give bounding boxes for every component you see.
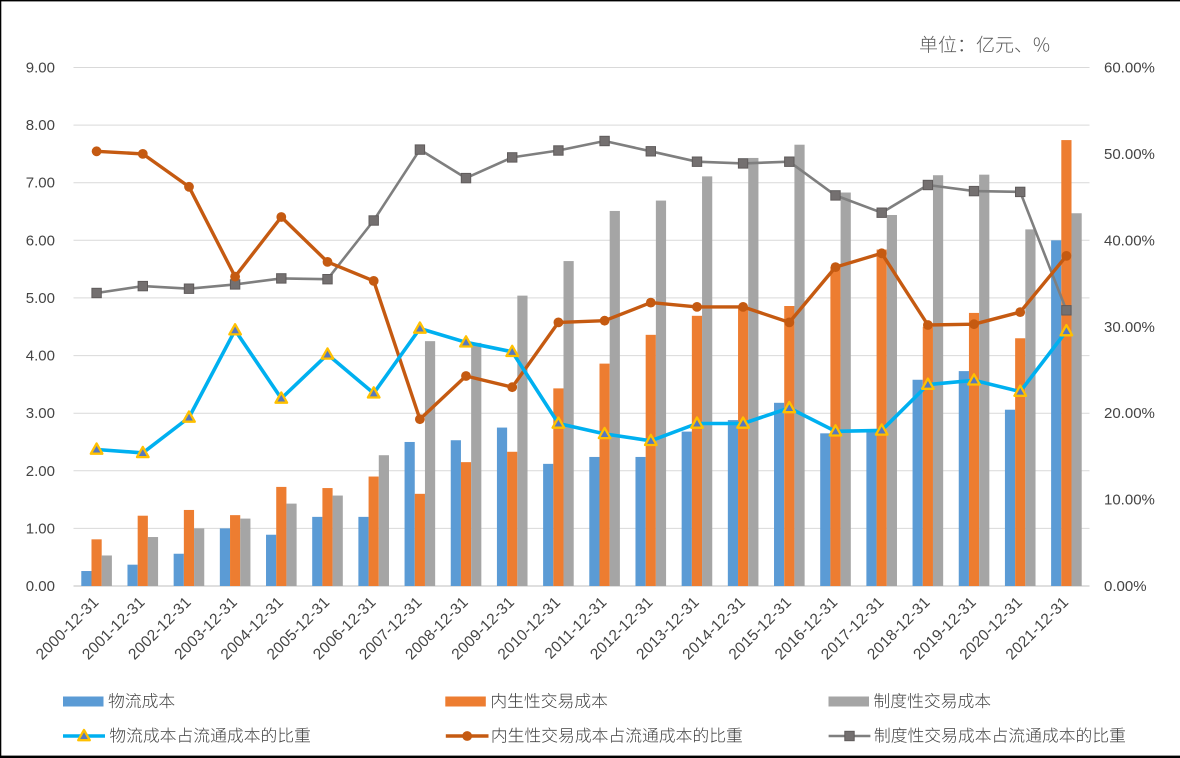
svg-text:5.00: 5.00 (26, 290, 55, 307)
svg-text:2.00: 2.00 (26, 463, 55, 480)
svg-text:10.00%: 10.00% (1104, 492, 1155, 509)
svg-text:50.00%: 50.00% (1104, 146, 1155, 163)
svg-text:40.00%: 40.00% (1104, 232, 1155, 249)
svg-text:0.00: 0.00 (26, 578, 55, 595)
svg-text:9.00: 9.00 (26, 60, 55, 77)
svg-text:7.00: 7.00 (26, 175, 55, 192)
svg-text:1.00: 1.00 (26, 520, 55, 537)
svg-text:4.00: 4.00 (26, 348, 55, 365)
svg-text:8.00: 8.00 (26, 117, 55, 134)
svg-text:0.00%: 0.00% (1104, 578, 1147, 595)
svg-text:6.00: 6.00 (26, 232, 55, 249)
svg-text:20.00%: 20.00% (1104, 405, 1155, 422)
svg-text:60.00%: 60.00% (1104, 60, 1155, 77)
svg-text:3.00: 3.00 (26, 405, 55, 422)
svg-text:30.00%: 30.00% (1104, 319, 1155, 336)
